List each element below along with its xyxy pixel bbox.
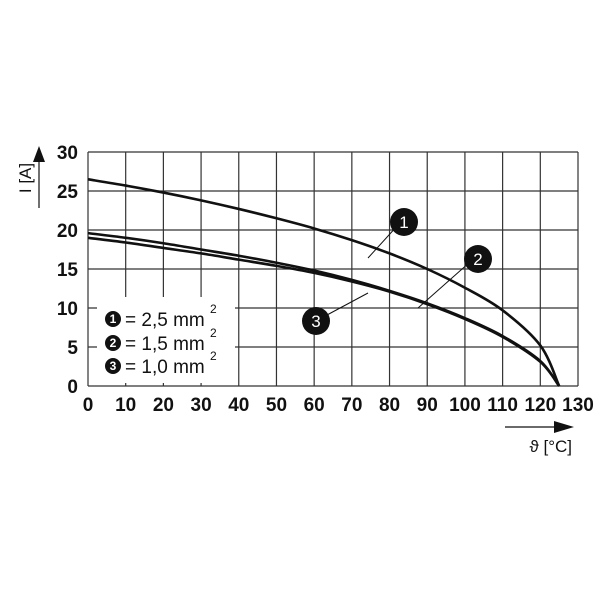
x-tick-label: 0 xyxy=(83,395,94,416)
curve-1 xyxy=(87,178,561,387)
x-tick-label: 70 xyxy=(341,395,362,416)
chart-grid xyxy=(87,151,579,387)
callout-1: 1 xyxy=(367,208,418,259)
legend-label-1: = 2,5 mm xyxy=(125,310,205,331)
x-tick-label: 100 xyxy=(449,395,481,416)
x-tick-label: 40 xyxy=(228,395,249,416)
x-tick-label: 90 xyxy=(417,395,438,416)
curve-3 xyxy=(87,236,561,387)
x-tick-label: 50 xyxy=(266,395,287,416)
svg-text:2: 2 xyxy=(210,326,217,340)
svg-text:1: 1 xyxy=(110,312,117,326)
badge-1-icon xyxy=(105,311,121,327)
svg-text:3: 3 xyxy=(110,359,117,373)
arrow-up-icon xyxy=(33,146,45,162)
x-tick-label: 30 xyxy=(191,395,212,416)
x-axis-ticks: 0 10 20 30 40 50 60 70 80 90 100 110 120 130 xyxy=(83,395,594,416)
badge-2-icon xyxy=(105,335,121,351)
y-tick-label: 15 xyxy=(57,260,79,281)
x-tick-label: 130 xyxy=(562,395,594,416)
legend-label-2: = 1,5 mm xyxy=(125,334,205,355)
x-tick-label: 120 xyxy=(524,395,556,416)
badge-3-icon xyxy=(105,358,121,374)
legend-item-3: 3 = 1,0 mm 2 xyxy=(105,349,217,378)
x-tick-label: 80 xyxy=(379,395,400,416)
svg-text:2: 2 xyxy=(110,336,117,350)
x-tick-label: 60 xyxy=(304,395,325,416)
legend-item-1: 1 = 2,5 mm 2 xyxy=(105,302,217,331)
y-tick-label: 0 xyxy=(67,377,78,398)
legend-label-3: = 1,0 mm xyxy=(125,357,205,378)
svg-text:ϑ [°C]: ϑ [°C] xyxy=(529,437,572,456)
svg-text:1: 1 xyxy=(399,213,408,232)
legend-item-2: 2 = 1,5 mm 2 xyxy=(105,326,217,355)
svg-text:I [A]: I [A] xyxy=(16,163,35,193)
x-tick-label: 20 xyxy=(153,395,174,416)
svg-text:2: 2 xyxy=(210,302,217,316)
y-tick-label: 20 xyxy=(57,221,78,242)
chart-curves xyxy=(87,178,561,387)
x-axis-label: ϑ [°C] xyxy=(505,421,574,456)
svg-text:2: 2 xyxy=(473,250,482,269)
callout-2: 2 xyxy=(417,245,492,309)
x-tick-label: 10 xyxy=(115,395,136,416)
y-axis-ticks: 0 5 10 15 20 25 30 xyxy=(57,143,79,398)
callout-3: 3 xyxy=(302,292,369,335)
y-tick-label: 30 xyxy=(57,143,78,164)
y-tick-label: 5 xyxy=(67,338,78,359)
legend: 1 = 2,5 mm 2 2 = 1,5 mm 2 3 = 1,0 mm 2 xyxy=(97,297,235,383)
y-tick-label: 25 xyxy=(57,182,79,203)
svg-text:2: 2 xyxy=(210,349,217,363)
svg-text:3: 3 xyxy=(311,312,320,331)
y-tick-label: 10 xyxy=(57,299,78,320)
y-axis-label: I [A] xyxy=(16,146,45,208)
arrow-right-icon xyxy=(554,421,574,433)
x-tick-label: 110 xyxy=(487,395,518,416)
